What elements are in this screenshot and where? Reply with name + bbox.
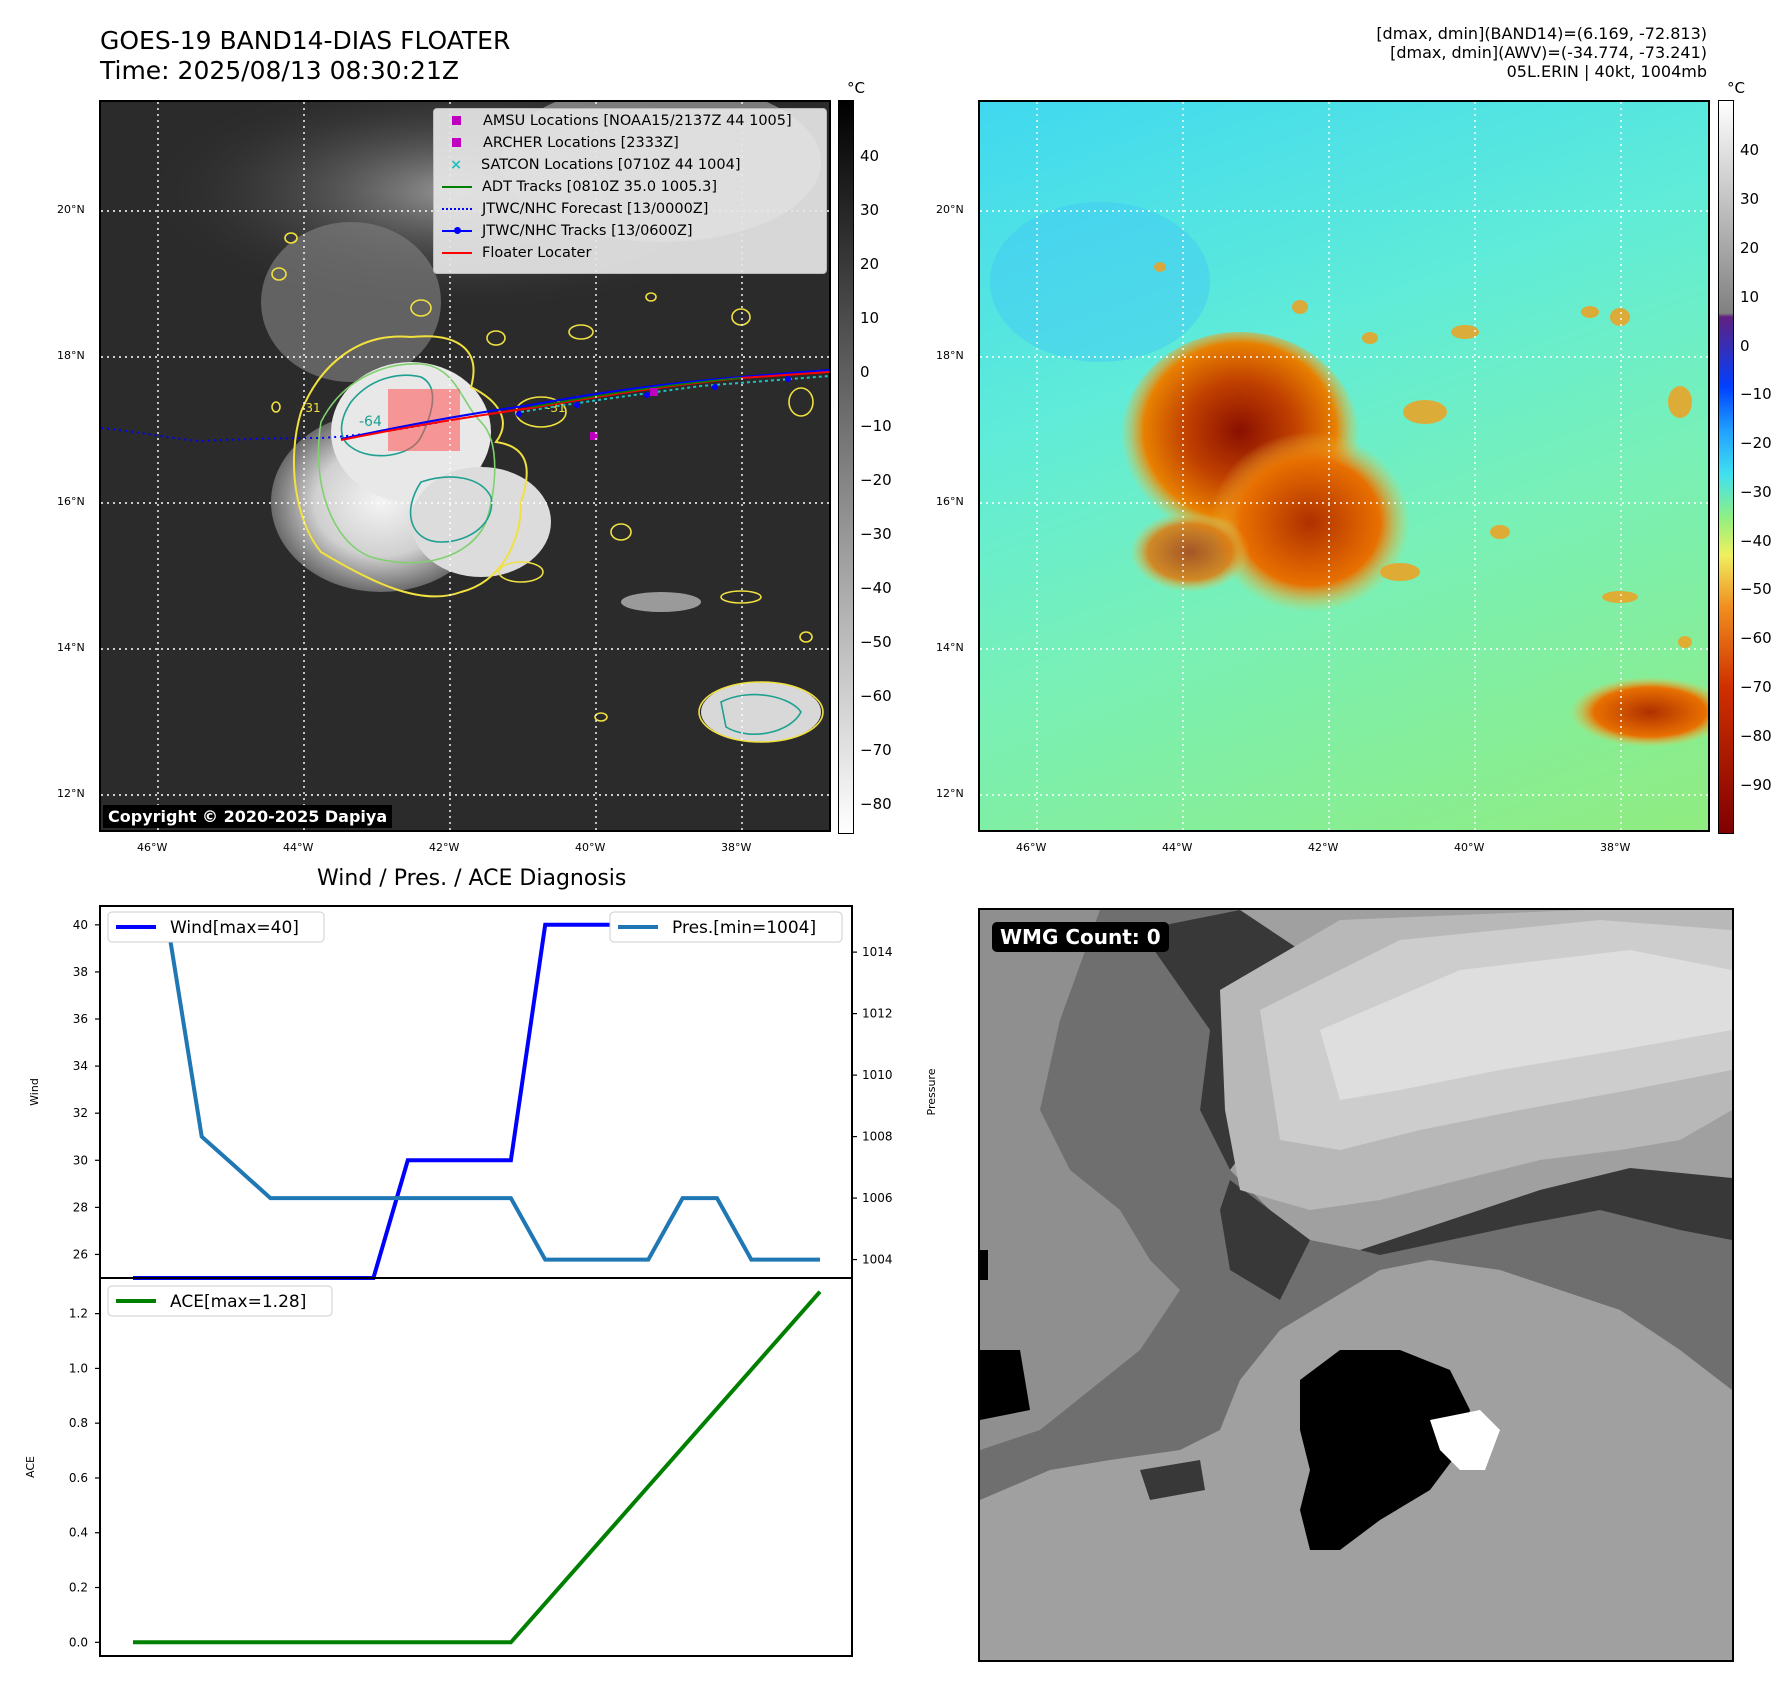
chart-title: GOES-19 BAND14-DIAS FLOATER <box>100 26 511 55</box>
ace-y-tick-label: 1.0 <box>69 1361 88 1375</box>
legend-tracks: JTWC/NHC Tracks [13/0600Z] <box>442 223 693 239</box>
awv-lat-label: 20°N <box>936 203 964 216</box>
pressure-series-line <box>133 919 820 1262</box>
awv-lat-label: 14°N <box>936 641 964 654</box>
chart-time: Time: 2025/08/13 08:30:21Z <box>100 56 459 85</box>
legend-amsu: AMSU Locations [NOAA15/2137Z 44 1005] <box>442 113 792 129</box>
pressure-y-axis-label: Pressure <box>925 1068 938 1115</box>
ace-y-tick-label: 0.6 <box>69 1471 88 1485</box>
ir-colorbar-unit: °C <box>847 79 865 97</box>
ir-colorbar-ticks: 40 30 20 10 0 −10 −20 −30 −40 −50 −60 −7… <box>860 147 892 813</box>
contour-label-minus31-a: -31 <box>301 401 321 415</box>
ace-legend-box <box>107 1285 333 1317</box>
legend-forecast: JTWC/NHC Forecast [13/0000Z] <box>442 201 708 217</box>
ir-lon-label: 40°W <box>575 841 606 854</box>
amsu-marker-icon <box>452 116 461 125</box>
ir-lat-label: 12°N <box>57 787 85 800</box>
ace-series-line <box>133 1290 822 1645</box>
ace-y-tick-label: 0.8 <box>69 1416 88 1430</box>
wind-axes-frame <box>99 905 853 1279</box>
adt-line-icon <box>442 186 472 188</box>
awv-lon-label: 38°W <box>1600 841 1631 854</box>
info-block: [dmax, dmin](BAND14)=(6.169, -72.813) [d… <box>1376 24 1707 81</box>
ace-axes-frame <box>99 1277 853 1657</box>
pressure-y-tick-label: 1006 <box>862 1191 893 1205</box>
pressure-y-tick-label: 1008 <box>862 1130 893 1144</box>
wind-y-tick-label: 34 <box>73 1059 88 1073</box>
ir-lon-label: 46°W <box>137 841 168 854</box>
awv-lon-label: 46°W <box>1016 841 1047 854</box>
legend-adt: ADT Tracks [0810Z 35.0 1005.3] <box>442 179 717 195</box>
pressure-legend-box <box>609 911 843 943</box>
awv-map-image <box>980 102 1708 830</box>
wind-y-tick-label: 36 <box>73 1012 88 1026</box>
awv-lat-label: 18°N <box>936 349 964 362</box>
pressure-y-tick-label: 1010 <box>862 1068 893 1082</box>
archer-marker-icon <box>452 138 461 147</box>
ir-map-panel: -64 -31 -31 <box>99 100 831 832</box>
info-storm: 05L.ERIN | 40kt, 1004mb <box>1506 62 1707 81</box>
wind-y-axis-label: Wind <box>28 1078 41 1106</box>
ace-y-tick-label: 0.4 <box>69 1526 88 1540</box>
info-band14-range: [dmax, dmin](BAND14)=(6.169, -72.813) <box>1376 24 1707 43</box>
awv-lat-label: 12°N <box>936 787 964 800</box>
ace-y-axis-label: ACE <box>24 1456 37 1478</box>
awv-colorbar-unit: °C <box>1727 79 1745 97</box>
ace-y-tick-label: 0.0 <box>69 1635 88 1649</box>
ir-lon-label: 38°W <box>721 841 752 854</box>
wind-y-tick-label: 40 <box>73 918 88 932</box>
wind-y-tick-label: 38 <box>73 965 88 979</box>
wind-y-tick-label: 30 <box>73 1153 88 1167</box>
wind-legend-label: Wind[max=40] <box>170 918 299 938</box>
awv-lon-label: 42°W <box>1308 841 1339 854</box>
forecast-line-icon <box>442 208 472 210</box>
copyright-label: Copyright © 2020-2025 Dapiya <box>103 805 393 828</box>
wmg-image <box>980 910 1732 1660</box>
diagnosis-chart: 26 28 30 32 34 36 38 40 1004 1006 1008 1010 1012 1014… <box>24 905 938 1657</box>
pressure-y-tick-label: 1014 <box>862 945 893 959</box>
wmg-panel: WMG Count: 0 <box>978 908 1734 1662</box>
contour-label-minus64: -64 <box>359 414 382 430</box>
wmg-count-label: WMG Count: 0 <box>992 922 1169 952</box>
ir-lat-label: 20°N <box>57 203 85 216</box>
legend-floater: Floater Locater <box>442 245 591 261</box>
floater-line-icon <box>442 252 472 254</box>
pressure-y-tick-label: 1004 <box>862 1253 893 1267</box>
wind-y-tick-label: 28 <box>73 1200 88 1214</box>
ace-legend-label: ACE[max=1.28] <box>170 1292 306 1312</box>
awv-lon-label: 40°W <box>1454 841 1485 854</box>
wind-y-tick-label: 26 <box>73 1247 88 1261</box>
ace-y-tick-label: 0.2 <box>69 1581 88 1595</box>
satcon-x-icon: × <box>450 157 463 173</box>
tracks-line-icon <box>442 227 472 234</box>
ir-lon-label: 44°W <box>283 841 314 854</box>
awv-colorbar-ticks: 40 30 20 10 0 −10 −20 −30 −40 −50 −60 −7… <box>1740 141 1772 794</box>
wind-series-line <box>133 922 820 1280</box>
legend-satcon: × SATCON Locations [0710Z 44 1004] <box>450 157 741 173</box>
ir-lat-label: 14°N <box>57 641 85 654</box>
legend-archer: ARCHER Locations [2333Z] <box>442 135 679 151</box>
ir-lat-label: 16°N <box>57 495 85 508</box>
ir-legend: AMSU Locations [NOAA15/2137Z 44 1005] AR… <box>433 108 827 274</box>
wind-legend-box <box>107 911 325 943</box>
pressure-y-tick-label: 1012 <box>862 1007 893 1021</box>
info-awv-range: [dmax, dmin](AWV)=(-34.774, -73.241) <box>1390 43 1707 62</box>
ace-y-tick-label: 1.2 <box>69 1307 88 1321</box>
diagnosis-title: Wind / Pres. / ACE Diagnosis <box>317 866 627 891</box>
ir-colorbar <box>838 100 854 834</box>
awv-lon-label: 44°W <box>1162 841 1193 854</box>
pressure-legend-label: Pres.[min=1004] <box>672 918 816 938</box>
awv-map-panel <box>978 100 1710 832</box>
wind-y-tick-label: 32 <box>73 1106 88 1120</box>
ir-lon-label: 42°W <box>429 841 460 854</box>
awv-colorbar <box>1718 100 1734 834</box>
awv-lat-label: 16°N <box>936 495 964 508</box>
ir-lat-label: 18°N <box>57 349 85 362</box>
